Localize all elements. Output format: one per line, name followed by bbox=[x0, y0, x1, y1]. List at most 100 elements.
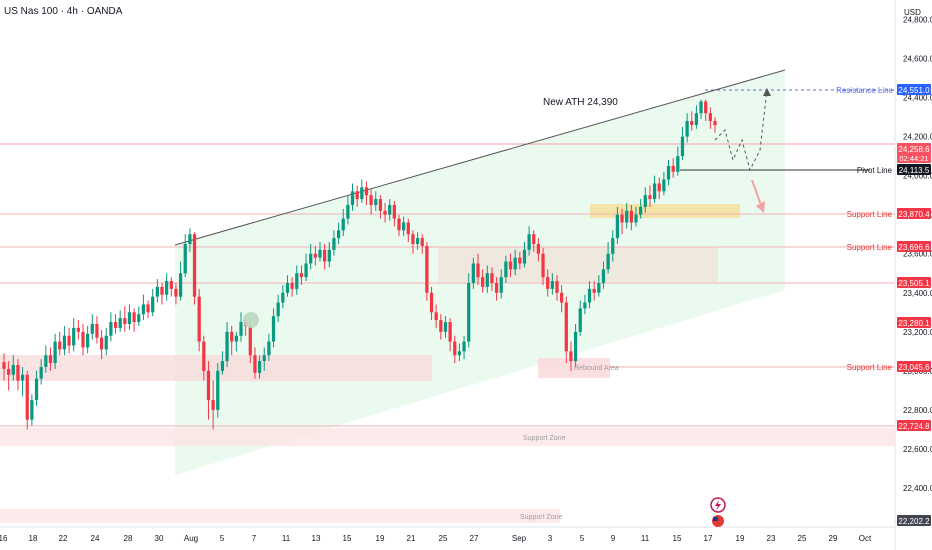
candle-body bbox=[104, 335, 108, 350]
projection-arrowhead bbox=[763, 88, 771, 96]
candle bbox=[652, 175, 657, 203]
candle bbox=[81, 324, 85, 356]
symbol-title: US Nas 100 · 4h · OANDA bbox=[4, 6, 123, 17]
candle bbox=[476, 253, 480, 285]
candle-body bbox=[360, 187, 364, 200]
candle-body bbox=[708, 113, 712, 122]
time-tick-label: 27 bbox=[470, 534, 479, 543]
candle-body bbox=[629, 210, 633, 223]
time-tick-label: 5 bbox=[220, 534, 225, 543]
candle bbox=[699, 99, 703, 120]
candle-body bbox=[90, 324, 94, 334]
candle bbox=[53, 333, 57, 369]
candle bbox=[132, 308, 136, 332]
candle bbox=[355, 185, 359, 207]
candle-body bbox=[369, 195, 373, 205]
candle bbox=[615, 206, 620, 244]
candle-body bbox=[174, 288, 178, 297]
candle bbox=[146, 300, 150, 319]
candle bbox=[583, 294, 587, 315]
candle-body bbox=[397, 218, 401, 231]
time-tick-label: 19 bbox=[736, 534, 745, 543]
candle bbox=[48, 347, 53, 371]
candle-body bbox=[332, 238, 336, 250]
candle bbox=[127, 304, 132, 330]
candle bbox=[239, 312, 243, 342]
candle bbox=[285, 275, 290, 297]
candle-body bbox=[141, 304, 146, 315]
candle-body bbox=[406, 222, 410, 235]
price-tick-label: 24,800.0 bbox=[903, 16, 932, 25]
candle bbox=[141, 294, 146, 321]
candle-body bbox=[555, 281, 559, 293]
candle-body bbox=[657, 183, 661, 192]
candle-body bbox=[285, 283, 290, 293]
candle bbox=[555, 275, 559, 301]
candle bbox=[415, 232, 420, 250]
candle-body bbox=[16, 364, 20, 381]
candle bbox=[504, 255, 508, 284]
candle bbox=[62, 325, 67, 356]
candles-layer bbox=[2, 99, 717, 430]
candle bbox=[155, 279, 159, 303]
time-tick-label: 18 bbox=[29, 534, 38, 543]
support-line-zone bbox=[590, 204, 740, 218]
price-tick-label: 24,400.0 bbox=[903, 94, 932, 103]
price-tick-label: 22,600.0 bbox=[903, 445, 932, 454]
candle-body bbox=[304, 263, 308, 278]
candle-body bbox=[67, 335, 71, 346]
candle-body bbox=[462, 341, 466, 352]
candle bbox=[332, 230, 336, 256]
candle-body bbox=[327, 249, 331, 262]
candle bbox=[490, 267, 494, 291]
time-tick-label: 16 bbox=[0, 534, 8, 543]
candle-body bbox=[318, 249, 322, 258]
candle-body bbox=[58, 341, 62, 350]
candle bbox=[378, 195, 383, 219]
candle bbox=[341, 208, 345, 237]
candle-body bbox=[601, 269, 606, 284]
candle-body bbox=[666, 165, 671, 180]
candle bbox=[202, 335, 206, 381]
time-axis-ticks: 16 18 22 24 28 30 Aug 5 7 11 13 15 19 21 25 27 Sep 3 5 9 11 1… bbox=[0, 534, 872, 543]
price-badge: 24,258.602:44:21 bbox=[897, 143, 931, 163]
price-badge: 24,551.0 bbox=[897, 84, 931, 95]
time-tick-label: 23 bbox=[767, 534, 776, 543]
candle-body bbox=[415, 238, 420, 244]
candle-body bbox=[680, 136, 685, 157]
candle-body bbox=[72, 327, 76, 346]
candle-body bbox=[597, 283, 601, 293]
candle bbox=[448, 318, 452, 352]
time-tick-label: 22 bbox=[59, 534, 68, 543]
candle bbox=[671, 158, 675, 178]
candle-body bbox=[652, 183, 657, 200]
candle bbox=[694, 105, 699, 129]
price-badge-bg bbox=[897, 317, 931, 328]
us-flag-canton bbox=[713, 517, 718, 521]
candle-body bbox=[53, 341, 57, 364]
candle-body bbox=[39, 366, 43, 379]
candle-body bbox=[239, 322, 243, 336]
range-box-zone bbox=[438, 247, 718, 282]
candle bbox=[304, 253, 308, 282]
candle bbox=[443, 316, 448, 338]
price-tick-label: 24,200.0 bbox=[903, 133, 932, 142]
candle bbox=[25, 370, 29, 430]
candle-body bbox=[271, 316, 276, 342]
candle-body bbox=[578, 308, 582, 332]
time-tick-label: Sep bbox=[512, 534, 527, 543]
candle bbox=[420, 234, 424, 254]
candle-body bbox=[606, 253, 610, 270]
candle bbox=[30, 394, 34, 426]
time-tick-label: 15 bbox=[343, 534, 352, 543]
price-badge: 23,870.4 bbox=[897, 208, 931, 219]
candle bbox=[536, 238, 541, 262]
candle-body bbox=[625, 210, 629, 223]
candle-body bbox=[25, 374, 29, 420]
price-axis-panel bbox=[895, 0, 932, 550]
candle-body bbox=[2, 362, 6, 369]
price-badge-value: 22,724.8 bbox=[898, 422, 930, 431]
time-tick-label: 11 bbox=[641, 534, 650, 543]
candle bbox=[165, 273, 169, 301]
